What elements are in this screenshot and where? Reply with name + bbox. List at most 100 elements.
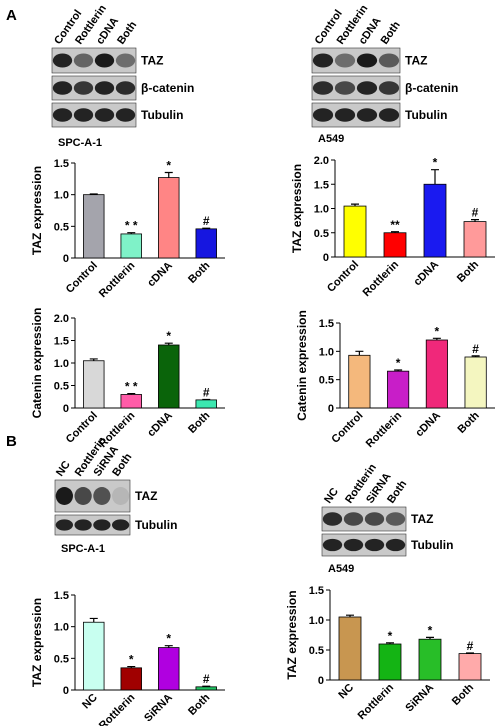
- y-tick-label: 1.5: [54, 158, 69, 170]
- x-tick-label: Both: [186, 259, 212, 285]
- cell-line-label: A549: [318, 133, 344, 145]
- y-tick-label: 0.5: [54, 653, 69, 665]
- error-bar: [471, 219, 479, 222]
- blot-band: [52, 81, 73, 95]
- blot-band: [385, 512, 406, 526]
- bar: [120, 233, 142, 259]
- cell-line-label: SPC-A-1: [58, 137, 102, 149]
- significance-mark: #: [472, 342, 479, 356]
- blot-band: [115, 81, 136, 95]
- bar: [83, 194, 105, 259]
- row-label: β-catenin: [141, 81, 194, 95]
- blot-band: [378, 53, 400, 68]
- x-tick-label: SiRNA: [403, 682, 436, 715]
- error-bar: [89, 617, 98, 623]
- y-tick-label: 2.0: [54, 313, 69, 325]
- cell-line-label: A549: [328, 563, 354, 575]
- significance-mark: * *: [125, 219, 138, 233]
- blot-band: [74, 487, 92, 505]
- significance-mark: #: [203, 672, 210, 686]
- x-tick-label: Rottlerin: [97, 691, 138, 726]
- blot-band: [385, 538, 406, 552]
- blot-band: [312, 81, 334, 95]
- y-tick-label: 0: [328, 403, 334, 415]
- error-bar: [127, 393, 136, 395]
- blot-band: [73, 53, 94, 68]
- row-label: TAZ: [135, 489, 157, 503]
- error-bar: [127, 665, 136, 668]
- significance-mark: #: [203, 385, 210, 399]
- error-bar: [89, 193, 98, 195]
- y-axis-label: TAZ expression: [285, 590, 299, 679]
- y-axis-label: TAZ expression: [30, 166, 44, 255]
- significance-mark: *: [166, 329, 171, 343]
- bar: [158, 177, 180, 259]
- x-tick-label: Both: [186, 691, 212, 717]
- bar: [338, 616, 362, 681]
- bar: [195, 228, 217, 259]
- y-tick-label: 1.0: [314, 204, 329, 216]
- x-tick-label: Rottlerin: [364, 409, 405, 450]
- x-tick-label: Control: [325, 259, 361, 295]
- blot-band: [312, 53, 334, 68]
- blot-band: [334, 81, 356, 95]
- bar: [195, 686, 217, 691]
- error-bar: [355, 350, 364, 356]
- y-tick-label: 0.5: [319, 375, 334, 387]
- row-label: TAZ: [405, 54, 427, 68]
- y-tick-label: 0.5: [309, 645, 324, 657]
- cell-line-label: SPC-A-1: [61, 543, 105, 555]
- significance-mark: #: [203, 214, 210, 228]
- x-tick-label: Rottlerin: [97, 259, 138, 300]
- x-tick-label: cDNA: [411, 259, 441, 289]
- y-tick-label: 1.0: [54, 358, 69, 370]
- y-axis-label: Catenin expression: [30, 308, 44, 419]
- y-tick-label: 0: [63, 403, 69, 415]
- bar: [464, 356, 487, 409]
- x-tick-label: Both: [186, 409, 212, 435]
- x-tick-label: NC: [336, 682, 356, 702]
- error-bar: [471, 355, 480, 357]
- blot-band: [94, 81, 115, 95]
- x-tick-label: cDNA: [145, 260, 175, 290]
- y-tick-label: 0.5: [54, 221, 69, 233]
- blot-band: [93, 519, 111, 531]
- bar: [418, 638, 442, 681]
- significance-mark: *: [433, 156, 438, 170]
- error-bar: [164, 342, 173, 345]
- blot-band: [55, 519, 73, 531]
- blot-band: [322, 538, 343, 552]
- bar: [378, 643, 402, 681]
- bar: [458, 653, 482, 681]
- significance-mark: *: [388, 629, 393, 643]
- row-label: TAZ: [141, 54, 163, 68]
- y-tick-label: 1.5: [319, 318, 334, 330]
- x-tick-label: Both: [456, 409, 482, 435]
- blot-band: [364, 512, 385, 526]
- bar: [425, 339, 448, 409]
- lane-label: NC: [322, 486, 341, 506]
- significance-mark: *: [166, 159, 171, 173]
- error-bar: [431, 169, 439, 185]
- row-label: TAZ: [411, 512, 433, 526]
- error-bar: [351, 203, 359, 207]
- x-tick-label: cDNA: [145, 410, 175, 440]
- blot-band: [52, 53, 73, 68]
- blot-band: [322, 512, 343, 526]
- error-bar: [426, 636, 434, 640]
- row-label: Tubulin: [405, 108, 447, 122]
- significance-mark: *: [428, 623, 433, 637]
- error-bar: [466, 652, 474, 654]
- x-tick-label: Control: [64, 260, 100, 296]
- error-bar: [202, 685, 211, 687]
- blot-band: [356, 81, 378, 95]
- bar: [83, 621, 105, 691]
- y-tick-label: 1.0: [309, 615, 324, 627]
- error-bar: [164, 645, 173, 648]
- significance-mark: *: [166, 632, 171, 646]
- blot-band: [115, 108, 136, 122]
- row-label: Tubulin: [141, 108, 183, 122]
- x-tick-label: Rottlerin: [361, 258, 402, 299]
- y-tick-label: 0: [63, 685, 69, 697]
